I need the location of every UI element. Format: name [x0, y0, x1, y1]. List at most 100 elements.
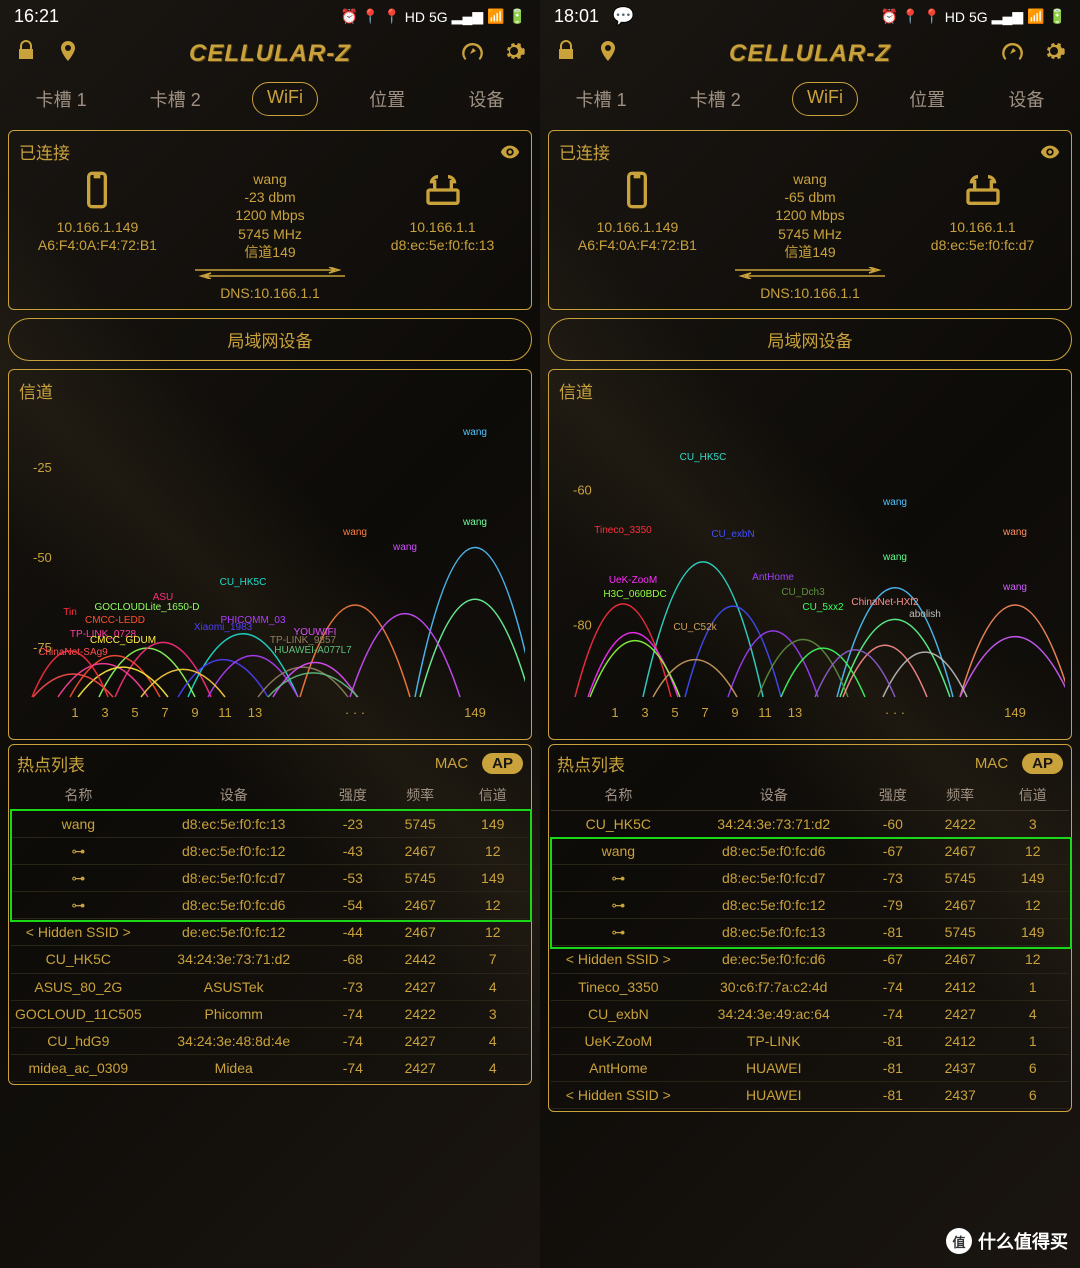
table-row[interactable]: CU_exbN34:24:3e:49:ac:64-7424274: [551, 1000, 1069, 1027]
table-row[interactable]: ⊶d8:ec:5e:f0:fc:12-79246712: [551, 892, 1069, 919]
tab-设备[interactable]: 设备: [996, 82, 1056, 116]
channel-chart-card: 信道-60-80CU_HK5CwangwangwangwangTineco_33…: [548, 369, 1072, 740]
table-row[interactable]: < Hidden SSID >HUAWEI-8124376: [551, 1081, 1069, 1108]
ap-toggle[interactable]: AP: [482, 753, 523, 774]
speedometer-icon[interactable]: [460, 39, 484, 68]
status-icon: 5G: [429, 9, 448, 25]
table-row[interactable]: CU_HK5C34:24:3e:73:71:d2-6024223: [551, 810, 1069, 837]
status-icon: ▂▄▆: [992, 8, 1023, 25]
table-row[interactable]: < Hidden SSID >de:ec:5e:f0:fc:d6-6724671…: [551, 946, 1069, 973]
tab-bar: 卡槽 1 卡槽 2 WiFi 位置 设备: [0, 74, 540, 126]
svg-text:149: 149: [1004, 705, 1026, 720]
lock-icon[interactable]: [554, 39, 578, 68]
table-row[interactable]: ⊶d8:ec:5e:f0:fc:d7-735745149: [551, 865, 1069, 892]
tab-卡槽 2[interactable]: 卡槽 2: [138, 82, 213, 116]
svg-text:-50: -50: [33, 550, 52, 565]
table-row[interactable]: wangd8:ec:5e:f0:fc:13-235745149: [11, 810, 529, 837]
table-row[interactable]: ASUS_80_2GASUSTek-7324274: [11, 973, 529, 1000]
svg-text:wang: wang: [342, 527, 367, 538]
svg-text:CU_exbN: CU_exbN: [711, 529, 754, 540]
tab-卡槽 1[interactable]: 卡槽 1: [24, 82, 99, 116]
svg-text:1: 1: [71, 705, 78, 720]
svg-text:3: 3: [101, 705, 108, 720]
table-row[interactable]: ⊶d8:ec:5e:f0:fc:d7-535745149: [11, 865, 529, 892]
tab-WiFi[interactable]: WiFi: [792, 82, 858, 116]
tab-位置[interactable]: 位置: [357, 82, 417, 116]
location-icon[interactable]: [596, 39, 620, 68]
svg-text:wang: wang: [1002, 582, 1027, 593]
gear-icon[interactable]: [1042, 39, 1066, 68]
eye-icon[interactable]: [1039, 141, 1061, 163]
hotspot-list-card: 热点列表MACAP名称设备强度频率信道CU_HK5C34:24:3e:73:71…: [548, 744, 1072, 1112]
table-row[interactable]: < Hidden SSID >de:ec:5e:f0:fc:12-4424671…: [11, 919, 529, 946]
mac-toggle[interactable]: MAC: [967, 753, 1016, 774]
app-logo: CELLULAR-Z: [189, 40, 351, 68]
svg-text:YOUWIFI: YOUWIFI: [294, 627, 337, 638]
speedometer-icon[interactable]: [1000, 39, 1024, 68]
lock-icon[interactable]: [14, 39, 38, 68]
lan-devices-button[interactable]: 局域网设备: [548, 318, 1072, 361]
status-icon: 📶: [1027, 8, 1044, 25]
table-row[interactable]: ⊶d8:ec:5e:f0:fc:12-43246712: [11, 838, 529, 865]
tab-位置[interactable]: 位置: [897, 82, 957, 116]
table-row[interactable]: AntHomeHUAWEI-8124376: [551, 1054, 1069, 1081]
tab-设备[interactable]: 设备: [456, 82, 516, 116]
svg-text:wang: wang: [462, 427, 487, 438]
svg-text:11: 11: [218, 705, 232, 720]
table-row[interactable]: UeK-ZooMTP-LINK-8124121: [551, 1027, 1069, 1054]
table-row[interactable]: ⊶d8:ec:5e:f0:fc:d6-54246712: [11, 892, 529, 919]
col-header: 设备: [686, 780, 862, 811]
connected-card: 已连接10.166.1.149A6:F4:0A:F4:72:B1wang-65 …: [548, 130, 1072, 310]
svg-text:CU_HK5C: CU_HK5C: [680, 452, 727, 463]
hotspot-list-title: 热点列表: [17, 751, 85, 776]
mac-toggle[interactable]: MAC: [427, 753, 476, 774]
lan-devices-button[interactable]: 局域网设备: [8, 318, 532, 361]
svg-text:5: 5: [131, 705, 138, 720]
table-row[interactable]: midea_ac_0309Midea-7424274: [11, 1054, 529, 1081]
svg-text:wang: wang: [882, 497, 907, 508]
status-icon: 📶: [487, 8, 504, 25]
location-icon[interactable]: [56, 39, 80, 68]
table-row[interactable]: ⊶d8:ec:5e:f0:fc:13-815745149: [551, 919, 1069, 946]
tab-bar: 卡槽 1 卡槽 2 WiFi 位置 设备: [540, 74, 1080, 126]
tab-卡槽 1[interactable]: 卡槽 1: [564, 82, 639, 116]
status-icon: 🔋: [1049, 8, 1066, 25]
svg-text:H3C_060BDC: H3C_060BDC: [603, 589, 666, 600]
svg-text:-25: -25: [33, 460, 52, 475]
svg-text:Tineco_3350: Tineco_3350: [594, 525, 652, 536]
svg-text:CMCC-LEDD: CMCC-LEDD: [85, 615, 145, 626]
table-row[interactable]: wangd8:ec:5e:f0:fc:d6-67246712: [551, 838, 1069, 865]
status-icon: 📍: [923, 8, 940, 25]
status-time: 16:21: [14, 6, 59, 27]
table-row[interactable]: CU_HK5C34:24:3e:73:71:d2-6824427: [11, 946, 529, 973]
svg-text:PHICOMM_03: PHICOMM_03: [220, 615, 285, 626]
tab-卡槽 2[interactable]: 卡槽 2: [678, 82, 753, 116]
svg-text:149: 149: [464, 705, 486, 720]
status-icon: 📍: [902, 8, 919, 25]
svg-text:9: 9: [731, 705, 738, 720]
col-header: 频率: [924, 780, 997, 811]
tab-WiFi[interactable]: WiFi: [252, 82, 318, 116]
hotspot-list-card: 热点列表MACAP名称设备强度频率信道wangd8:ec:5e:f0:fc:13…: [8, 744, 532, 1085]
ap-toggle[interactable]: AP: [1022, 753, 1063, 774]
svg-text:ASU: ASU: [153, 592, 174, 603]
table-row[interactable]: CU_hdG934:24:3e:48:8d:4e-7424274: [11, 1027, 529, 1054]
app-logo: CELLULAR-Z: [729, 40, 891, 68]
svg-text:wang: wang: [1002, 527, 1027, 538]
dns-text: DNS:10.166.1.1: [559, 285, 1061, 301]
eye-icon[interactable]: [499, 141, 521, 163]
svg-text:1: 1: [611, 705, 618, 720]
gear-icon[interactable]: [502, 39, 526, 68]
hotspot-list-title: 热点列表: [557, 751, 625, 776]
svg-text:Tin: Tin: [63, 607, 77, 618]
channel-chart-card: 信道-25-50-75wangwangwangwangCU_HK5CGOCLOU…: [8, 369, 532, 740]
table-row[interactable]: GOCLOUD_11C505Phicomm-7424223: [11, 1000, 529, 1027]
table-row[interactable]: Tineco_335030:c6:f7:7a:c2:4d-7424121: [551, 973, 1069, 1000]
svg-text:wang: wang: [462, 517, 487, 528]
status-icon: HD: [945, 9, 965, 25]
svg-text:wang: wang: [392, 542, 417, 553]
svg-text:GOCLOUDLite_1650-D: GOCLOUDLite_1650-D: [94, 602, 199, 613]
svg-text:9: 9: [191, 705, 198, 720]
status-time: 18:01 💬: [554, 6, 634, 27]
router-info: 10.166.1.1d8:ec:5e:f0:fc:d7: [904, 170, 1061, 255]
